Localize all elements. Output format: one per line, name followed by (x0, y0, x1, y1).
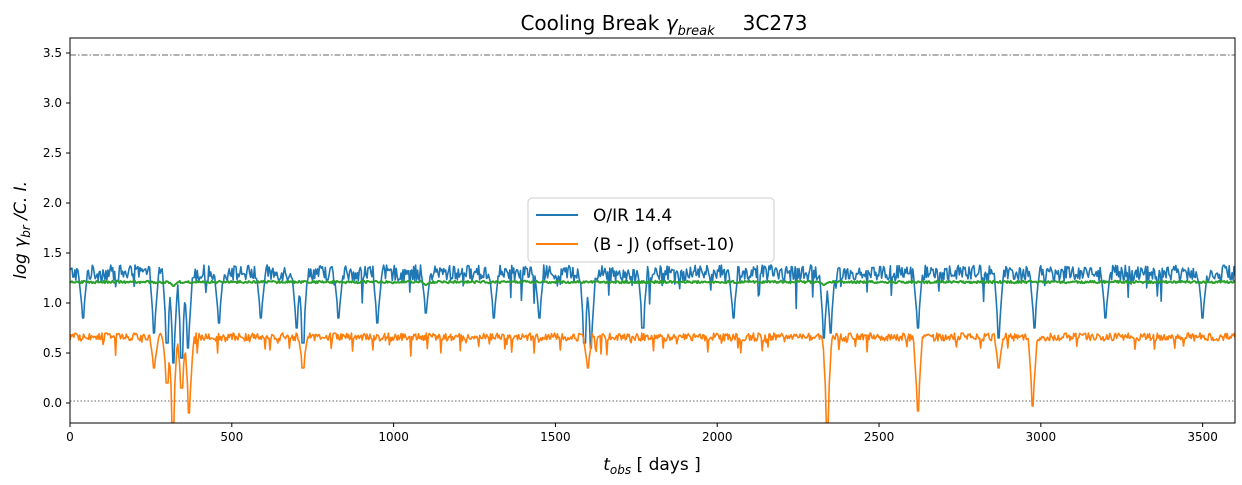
series-line-bj (70, 332, 1235, 423)
x-tick-label: 3000 (1026, 430, 1057, 444)
title-subscript: break (678, 24, 716, 39)
title-symbol: γ (666, 11, 679, 35)
title-source: 3C273 (743, 11, 808, 35)
y-tick-label: 2.5 (43, 146, 62, 160)
plot-frame (69, 37, 1236, 424)
x-tick-label: 0 (66, 430, 74, 444)
x-tick-label: 2500 (864, 430, 895, 444)
legend: O/IR 14.4 (B - J) (offset-10) (527, 197, 775, 263)
x-tick-label: 500 (220, 430, 243, 444)
y-tick-label: 0.0 (43, 396, 62, 410)
y-tick-label: 3.0 (43, 96, 62, 110)
y-tick-label: 2.0 (43, 196, 62, 210)
x-tick-label: 3500 (1187, 430, 1218, 444)
y-axis-label: log γbr /C. I. (11, 181, 33, 279)
x-tick-label: 1000 (378, 430, 409, 444)
x-tick-label: 2000 (702, 430, 733, 444)
chart-title: Cooling Break γbreak 3C273 (520, 11, 807, 39)
plot-area (69, 37, 1236, 424)
y-tick-label: 0.5 (43, 346, 62, 360)
y-axis: 0.0 0.5 1.0 1.5 2.0 2.5 3.0 3.5 (43, 46, 70, 410)
x-axis-label: tobs [ days ] (603, 455, 701, 477)
y-tick-label: 3.5 (43, 46, 62, 60)
x-axis: 0 500 1000 1500 2000 2500 3000 3500 (66, 423, 1218, 444)
y-tick-label: 1.5 (43, 246, 62, 260)
legend-label-bj: (B - J) (offset-10) (593, 235, 734, 255)
legend-label-oir: O/IR 14.4 (593, 206, 672, 226)
x-tick-label: 1500 (540, 430, 571, 444)
y-tick-label: 1.0 (43, 296, 62, 310)
legend-box (527, 197, 775, 263)
series-line-green (70, 279, 1235, 287)
title-main: Cooling Break (520, 11, 665, 35)
series-line-oir (70, 264, 1235, 364)
